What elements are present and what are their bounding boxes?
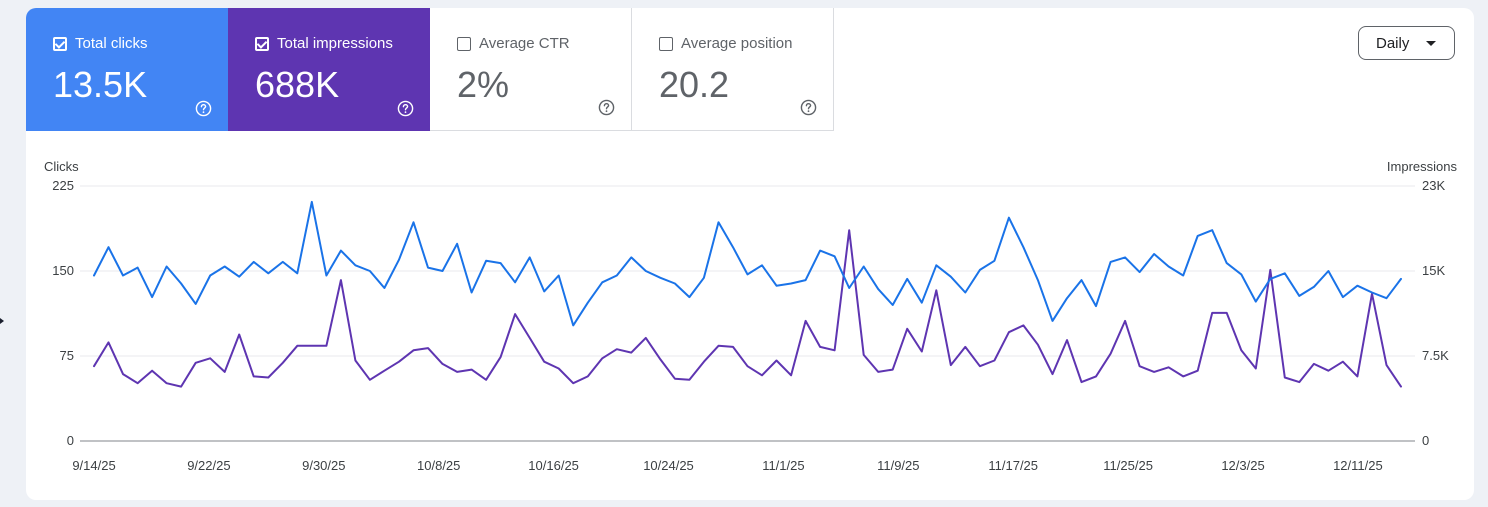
left-y-tick-label: 0 — [67, 433, 74, 448]
x-tick-label: 9/30/25 — [302, 458, 345, 473]
checkbox-unchecked-icon[interactable] — [659, 37, 673, 51]
mouse-cursor-icon — [0, 318, 4, 324]
checkbox-checked-icon[interactable] — [53, 37, 67, 51]
granularity-dropdown-button[interactable]: Daily — [1358, 26, 1455, 60]
metric-value: 688K — [255, 64, 340, 105]
right-y-tick-label: 0 — [1422, 433, 1429, 448]
performance-chart: 0 0 75 7.5K 150 15K 225 23K Clicks Impressions 9/1… — [44, 159, 1458, 473]
metric-value: 13.5K — [53, 64, 148, 105]
help-circle-icon[interactable] — [598, 99, 615, 116]
right-axis-title: Impressions — [1387, 159, 1458, 174]
right-y-tick-label: 15K — [1422, 263, 1445, 278]
metric-label: Average position — [681, 35, 793, 52]
metric-value: 2% — [457, 64, 510, 105]
x-tick-label: 11/25/25 — [1103, 458, 1153, 473]
checkbox-unchecked-icon[interactable] — [457, 37, 471, 51]
help-circle-icon[interactable] — [800, 99, 817, 116]
granularity-label: Daily — [1376, 35, 1410, 52]
right-y-tick-label: 7.5K — [1422, 348, 1449, 363]
x-tick-label: 9/14/25 — [72, 458, 115, 473]
x-tick-label: 10/16/25 — [528, 458, 579, 473]
impressions-series-line — [93, 229, 1402, 388]
x-tick-label: 11/1/25 — [762, 458, 804, 473]
dropdown-caret-icon — [1426, 41, 1436, 46]
x-tick-label: 10/24/25 — [643, 458, 694, 473]
x-tick-label: 12/3/25 — [1221, 458, 1264, 473]
metric-card-average-ctr[interactable]: Average CTR 2% — [430, 8, 632, 131]
metric-card-average-position[interactable]: Average position 20.2 — [632, 8, 834, 131]
x-tick-label: 11/9/25 — [877, 458, 919, 473]
checkbox-checked-icon[interactable] — [255, 37, 269, 51]
left-y-tick-label: 150 — [52, 263, 74, 278]
left-y-tick-label: 75 — [60, 348, 74, 363]
metric-value: 20.2 — [659, 64, 730, 105]
metric-label: Total clicks — [75, 35, 148, 52]
x-tick-label: 10/8/25 — [417, 458, 460, 473]
metric-card-total-clicks[interactable]: Total clicks 13.5K — [26, 8, 228, 131]
metric-tabs: Total clicks 13.5K Total impressions 688… — [26, 8, 834, 131]
metric-label: Average CTR — [479, 35, 570, 52]
left-y-tick-label: 225 — [52, 178, 74, 193]
x-tick-label: 9/22/25 — [187, 458, 230, 473]
clicks-series-line — [93, 200, 1402, 327]
help-circle-icon[interactable] — [397, 100, 414, 117]
performance-card: Total clicks 13.5K Total impressions 688… — [26, 8, 1474, 500]
x-tick-label: 11/17/25 — [988, 458, 1038, 473]
x-tick-label: 12/11/25 — [1333, 458, 1383, 473]
metric-card-total-impressions[interactable]: Total impressions 688K — [228, 8, 430, 131]
right-y-tick-label: 23K — [1422, 178, 1445, 193]
metric-label: Total impressions — [277, 35, 393, 52]
left-axis-title: Clicks — [44, 159, 79, 174]
help-circle-icon[interactable] — [195, 100, 212, 117]
